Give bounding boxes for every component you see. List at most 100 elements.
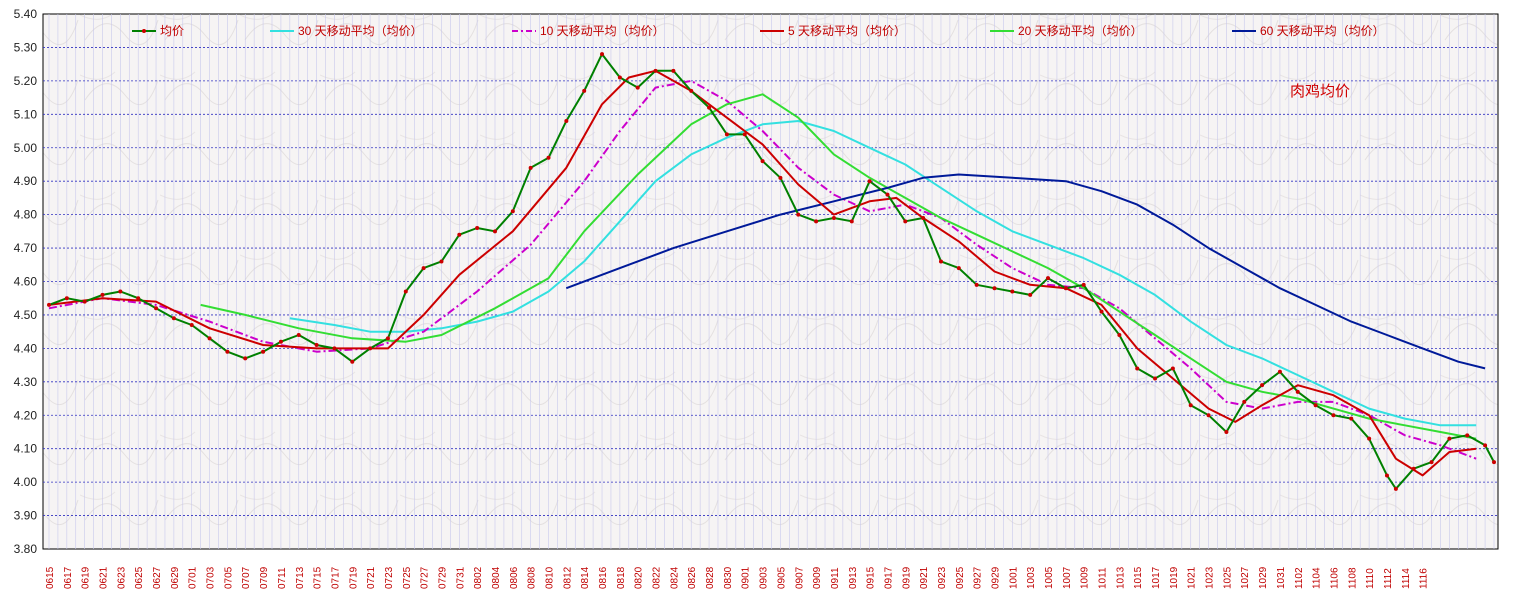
data-point	[1331, 413, 1336, 418]
x-tick-label: 1001	[1008, 566, 1019, 589]
data-point	[475, 226, 480, 230]
x-tick-label: 0731	[455, 566, 466, 589]
x-tick-label: 0903	[759, 566, 770, 589]
x-tick-label: 0703	[206, 566, 217, 589]
x-tick-label: 1025	[1222, 566, 1233, 589]
data-point	[439, 259, 444, 264]
legend-label: 60 天移动平均（均价）	[1260, 24, 1385, 38]
legend-item-3: 5 天移动平均（均价）	[760, 24, 906, 38]
x-tick-label: 0623	[116, 566, 127, 589]
data-point	[635, 85, 640, 90]
x-tick-label: 1029	[1258, 566, 1269, 589]
legend-item-5: 60 天移动平均（均价）	[1232, 24, 1385, 38]
x-tick-label: 0715	[313, 566, 324, 589]
data-point	[778, 175, 783, 180]
data-point	[938, 259, 943, 264]
data-point	[421, 266, 426, 271]
x-tick-label: 0820	[634, 566, 645, 589]
x-tick-label: 0701	[188, 566, 199, 589]
x-tick-label: 1009	[1080, 566, 1091, 589]
data-point	[1429, 460, 1434, 465]
data-point	[64, 296, 69, 301]
x-tick-label: 1019	[1169, 566, 1180, 589]
x-axis-ticks: 0615 0617 0619 0621 0623 0625 0627 0629 0701 0703…	[45, 566, 1430, 589]
x-tick-label: 0824	[669, 566, 680, 589]
data-point	[118, 289, 123, 294]
legend-label: 30 天移动平均（均价）	[298, 24, 423, 38]
y-tick-label: 4.90	[14, 174, 38, 188]
data-point	[849, 219, 854, 224]
x-tick-label: 0911	[830, 567, 841, 589]
data-point	[1447, 436, 1452, 441]
data-point	[1465, 433, 1470, 438]
x-tick-label: 0729	[437, 566, 448, 589]
legend-label: 5 天移动平均（均价）	[788, 24, 906, 38]
y-tick-label: 5.20	[14, 74, 38, 88]
x-tick-label: 0617	[63, 566, 74, 589]
x-tick-label: 0627	[152, 566, 163, 589]
data-point	[1135, 366, 1140, 371]
data-point	[1170, 366, 1175, 371]
data-point	[1206, 413, 1211, 418]
series-layer	[47, 52, 1496, 491]
data-point	[1063, 286, 1068, 291]
y-tick-label: 4.80	[14, 208, 38, 222]
y-tick-label: 5.10	[14, 107, 38, 121]
data-point	[814, 219, 819, 224]
data-point	[296, 333, 301, 337]
y-tick-label: 3.80	[14, 542, 38, 556]
x-tick-label: 0721	[366, 566, 377, 589]
x-tick-label: 1017	[1151, 566, 1162, 589]
data-point	[1295, 389, 1300, 394]
x-tick-label: 0621	[99, 566, 110, 589]
y-tick-label: 4.00	[14, 475, 38, 489]
x-tick-label: 1112	[1383, 568, 1394, 589]
data-point	[1046, 276, 1051, 281]
data-point	[867, 179, 872, 184]
series-line-5	[565, 173, 1486, 370]
data-point	[671, 68, 676, 73]
x-tick-label: 1005	[1044, 566, 1055, 589]
data-point	[510, 209, 515, 214]
data-point	[207, 336, 212, 341]
data-point	[992, 286, 997, 291]
legend-label: 20 天移动平均（均价）	[1018, 24, 1143, 38]
x-tick-label: 0915	[866, 566, 877, 589]
data-point	[136, 296, 141, 301]
x-tick-label: 0901	[741, 566, 752, 589]
data-point	[974, 282, 979, 287]
data-point	[47, 302, 51, 307]
data-point	[243, 356, 248, 361]
x-tick-label: 1015	[1133, 566, 1144, 589]
y-tick-label: 5.30	[14, 40, 38, 54]
data-point	[385, 336, 390, 341]
x-tick-label: 1007	[1062, 566, 1073, 589]
x-tick-label: 1021	[1187, 566, 1198, 589]
x-tick-label: 0707	[241, 566, 252, 589]
data-point	[314, 343, 319, 348]
y-tick-label: 4.60	[14, 275, 38, 289]
x-tick-label: 1110	[1365, 568, 1376, 589]
x-tick-label: 0913	[848, 566, 859, 589]
x-tick-label: 0725	[402, 566, 413, 589]
x-tick-label: 0905	[776, 566, 787, 589]
data-point	[1277, 369, 1282, 374]
x-tick-label: 0619	[81, 566, 92, 589]
data-point	[582, 88, 587, 93]
data-point	[1242, 399, 1247, 404]
x-tick-label: 0709	[259, 566, 270, 589]
data-point	[350, 359, 355, 364]
data-point	[492, 229, 497, 234]
series-line-1	[289, 120, 1477, 427]
x-tick-label: 0816	[598, 566, 609, 589]
x-tick-label: 0723	[384, 566, 395, 589]
data-point	[1224, 429, 1229, 434]
y-tick-label: 4.50	[14, 308, 38, 322]
x-tick-label: 0814	[580, 566, 591, 589]
data-point	[1384, 473, 1389, 478]
data-point	[689, 88, 694, 93]
x-tick-label: 0828	[705, 566, 716, 589]
data-point	[403, 289, 408, 294]
data-point	[903, 219, 908, 224]
